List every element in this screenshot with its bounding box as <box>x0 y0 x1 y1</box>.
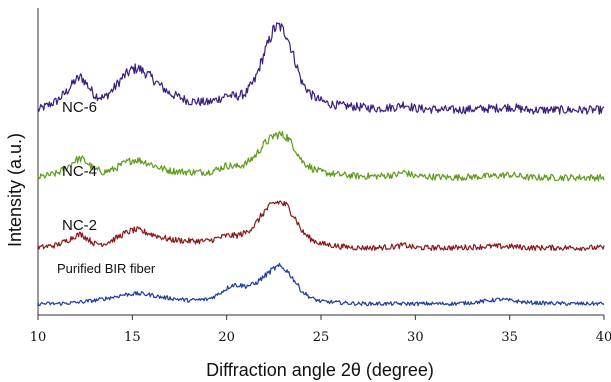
series-lines <box>37 22 605 307</box>
series-label-nc6: NC-6 <box>62 99 97 116</box>
series-line-nc-6 <box>37 22 605 115</box>
x-tick-marks <box>37 315 605 320</box>
series-line-purified-bir-fiber <box>37 262 605 307</box>
x-tick-label-20: 20 <box>218 330 235 345</box>
x-axis-title: Diffraction angle 2θ (degree) <box>206 360 434 380</box>
y-axis-title: Intensity (a.u.) <box>5 133 25 247</box>
series-label-purified-bir-fiber: Purified BIR fiber <box>57 261 156 276</box>
x-tick-label-25: 25 <box>313 330 330 345</box>
x-tick-labels: 10 15 20 25 30 35 40 <box>30 330 611 345</box>
x-tick-label-30: 30 <box>407 330 424 345</box>
x-tick-label-35: 35 <box>501 330 518 345</box>
series-label-nc2: NC-2 <box>62 217 97 234</box>
x-tick-label-40: 40 <box>596 330 611 345</box>
series-label-nc4: NC-4 <box>62 163 97 180</box>
x-tick-label-15: 15 <box>124 330 141 345</box>
series-line-nc-4 <box>37 130 605 182</box>
series-line-nc-2 <box>37 200 605 252</box>
x-tick-label-10: 10 <box>30 330 47 345</box>
